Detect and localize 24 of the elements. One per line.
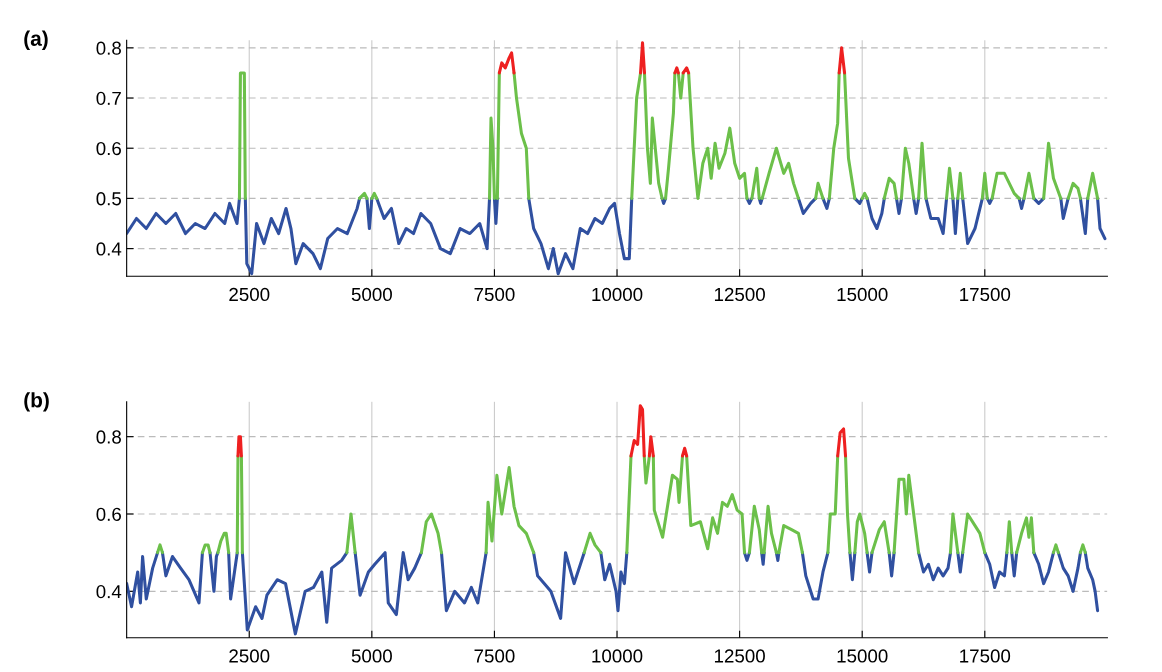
x-tick-label: 7500: [474, 649, 515, 663]
x-tick-label: 2500: [229, 287, 270, 302]
x-tick-label: 15000: [837, 649, 888, 663]
x-tick-label: 12500: [714, 649, 765, 663]
y-tick-label: 0.4: [96, 242, 122, 256]
x-tick-label: 7500: [474, 287, 515, 302]
x-tick-label: 10000: [592, 287, 643, 302]
x-tick-label: 12500: [714, 287, 765, 302]
y-tick-label: 0.6: [96, 141, 121, 156]
y-tick-label: 0.8: [96, 430, 121, 444]
y-tick-label: 0.4: [96, 585, 122, 599]
chart-title: (b): [24, 392, 49, 412]
chart-title: (a): [24, 30, 48, 51]
x-tick-label: 5000: [351, 287, 392, 302]
y-tick-label: 0.5: [96, 192, 122, 206]
x-tick-label: 10000: [592, 649, 643, 663]
y-tick-label: 0.7: [96, 91, 121, 106]
x-tick-label: 17500: [960, 287, 1011, 302]
x-tick-label: 5000: [351, 649, 392, 663]
x-tick-label: 2500: [229, 649, 270, 663]
y-tick-label: 0.8: [96, 41, 121, 55]
x-tick-label: 15000: [837, 287, 888, 302]
x-tick-label: 17500: [960, 649, 1011, 663]
y-tick-label: 0.6: [96, 507, 121, 521]
